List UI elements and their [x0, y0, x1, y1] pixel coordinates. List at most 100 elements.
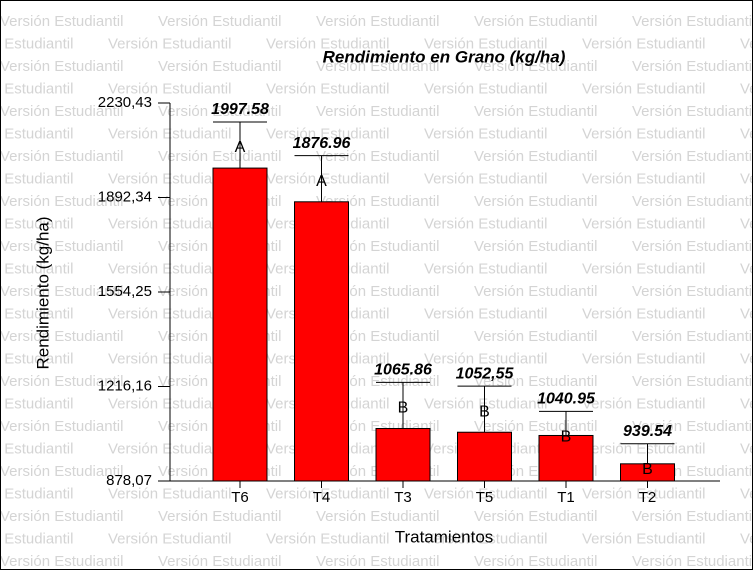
watermark: Versión Estudiantil — [740, 530, 753, 547]
group-letter: B — [642, 461, 653, 478]
watermark: Versión Estudiantil — [0, 530, 73, 547]
watermark: Versión Estudiantil — [158, 103, 281, 120]
watermark: Versión Estudiantil — [582, 80, 705, 97]
x-tick-label: T6 — [231, 489, 249, 506]
watermark: Versión Estudiantil — [108, 485, 231, 502]
watermark: Versión Estudiantil — [108, 530, 231, 547]
watermark: Versión Estudiantil — [474, 238, 597, 255]
watermark: Versión Estudiantil — [0, 328, 123, 345]
watermark: Versión Estudiantil — [158, 58, 281, 75]
group-letter: A — [235, 139, 246, 156]
watermark: Versión Estudiantil — [0, 193, 123, 210]
value-label: 1876.96 — [293, 135, 351, 152]
watermark: Versión Estudiantil — [582, 530, 705, 547]
watermark: Versión Estudiantil — [632, 283, 753, 300]
watermark: Versión Estudiantil — [0, 170, 73, 187]
bar — [457, 431, 512, 482]
watermark: Versión Estudiantil — [0, 553, 123, 570]
watermark: Versión Estudiantil — [632, 193, 753, 210]
group-letter: B — [398, 400, 409, 417]
bar — [294, 201, 349, 482]
watermark: Versión Estudiantil — [632, 553, 753, 570]
watermark: Versión Estudiantil — [0, 463, 123, 480]
group-letter: B — [561, 429, 572, 446]
watermark: Versión Estudiantil — [582, 305, 705, 322]
x-tick-label: T1 — [557, 489, 575, 506]
watermark: Versión Estudiantil — [740, 440, 753, 457]
watermark: Versión Estudiantil — [424, 530, 547, 547]
watermark: Versión Estudiantil — [158, 553, 281, 570]
watermark: Versión Estudiantil — [158, 508, 281, 525]
value-label: 1052,55 — [456, 365, 515, 382]
watermark: Versión Estudiantil — [0, 148, 123, 165]
watermark: Versión Estudiantil — [266, 485, 389, 502]
watermark: Versión Estudiantil — [632, 508, 753, 525]
y-tick-label: 1216,16 — [98, 377, 152, 394]
group-letter: A — [316, 173, 327, 190]
watermark: Versión Estudiantil — [632, 103, 753, 120]
watermark: Versión Estudiantil — [0, 485, 73, 502]
bar — [212, 167, 268, 482]
watermark: Versión Estudiantil — [108, 35, 231, 52]
watermark: Versión Estudiantil — [158, 148, 281, 165]
watermark: Versión Estudiantil — [0, 373, 123, 390]
y-tick-label: 1892,34 — [98, 188, 152, 205]
watermark: Versión Estudiantil — [0, 58, 123, 75]
watermark: Versión Estudiantil — [0, 103, 123, 120]
watermark: Versión Estudiantil — [0, 238, 123, 255]
watermark: Versión Estudiantil — [266, 530, 389, 547]
watermark: Versión Estudiantil — [740, 305, 753, 322]
watermark: Versión Estudiantil — [474, 418, 597, 435]
watermark: Versión Estudiantil — [424, 80, 547, 97]
watermark: Versión Estudiantil — [0, 395, 73, 412]
watermark: Versión Estudiantil — [474, 553, 597, 570]
watermark: Versión Estudiantil — [316, 148, 439, 165]
y-tick-label: 878,07 — [106, 472, 152, 489]
watermark: Versión Estudiantil — [158, 13, 281, 30]
watermark: Versión Estudiantil — [0, 35, 73, 52]
bar — [375, 428, 431, 482]
watermark: Versión Estudiantil — [582, 170, 705, 187]
watermark: Versión Estudiantil — [316, 508, 439, 525]
watermark: Versión Estudiantil — [0, 283, 123, 300]
watermark: Versión Estudiantil — [740, 215, 753, 232]
watermark: Versión Estudiantil — [582, 215, 705, 232]
y-tick-label: 1554,25 — [98, 283, 152, 300]
value-label: 1997.58 — [211, 101, 269, 118]
watermark: Versión Estudiantil — [582, 125, 705, 142]
watermark: Versión Estudiantil — [474, 283, 597, 300]
watermark: Versión Estudiantil — [316, 103, 439, 120]
watermark: Versión Estudiantil — [474, 148, 597, 165]
watermark: Versión Estudiantil — [582, 350, 705, 367]
watermark: Versión Estudiantil — [474, 103, 597, 120]
watermark: Versión Estudiantil — [266, 80, 389, 97]
watermark: Versión Estudiantil — [424, 395, 547, 412]
watermark: Versión Estudiantil — [424, 350, 547, 367]
watermark: Versión Estudiantil — [740, 395, 753, 412]
watermark: Versión Estudiantil — [0, 260, 73, 277]
bar — [538, 434, 594, 482]
watermark: Versión Estudiantil — [424, 215, 547, 232]
x-tick-label: T5 — [476, 489, 494, 506]
watermark: Versión Estudiantil — [740, 170, 753, 187]
watermark: Versión Estudiantil — [424, 305, 547, 322]
value-label: 939.54 — [623, 423, 672, 440]
watermark: Versión Estudiantil — [740, 35, 753, 52]
watermark: Versión Estudiantil — [740, 485, 753, 502]
watermark: Versión Estudiantil — [316, 13, 439, 30]
watermark: Versión Estudiantil — [582, 260, 705, 277]
watermark: Versión Estudiantil — [740, 350, 753, 367]
watermark: Versión Estudiantil — [316, 553, 439, 570]
watermark: Versión Estudiantil — [582, 395, 705, 412]
watermark: Versión Estudiantil — [424, 125, 547, 142]
watermark: Versión Estudiantil — [474, 58, 597, 75]
watermark: Versión Estudiantil — [266, 125, 389, 142]
watermark: Versión Estudiantil — [424, 35, 547, 52]
watermark: Versión Estudiantil — [424, 485, 547, 502]
x-axis-label: Tratamientos — [395, 527, 494, 546]
watermark: Versión Estudiantil — [0, 80, 73, 97]
watermark: Versión Estudiantil — [632, 238, 753, 255]
watermark: Versión Estudiantil — [474, 508, 597, 525]
watermark: Versión Estudiantil — [0, 350, 73, 367]
